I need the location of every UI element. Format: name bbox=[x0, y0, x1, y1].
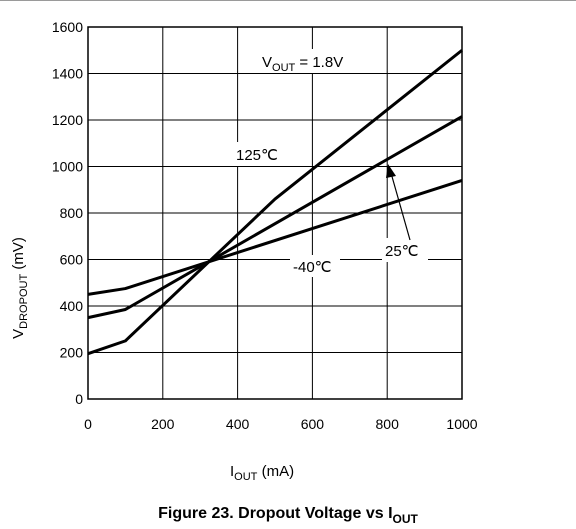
grid bbox=[87, 26, 463, 400]
x-tick-label: 600 bbox=[301, 416, 325, 432]
y-tick-label: 800 bbox=[60, 205, 84, 221]
x-tick-labels: 0 200 400 600 800 1000 bbox=[84, 416, 478, 432]
series-label-minus40: -40℃ bbox=[293, 259, 332, 276]
y-tick-labels: 0 200 400 600 800 1000 1200 1400 1600 bbox=[52, 19, 83, 407]
series-lines bbox=[87, 49, 463, 356]
y-tick-label: 1000 bbox=[52, 159, 83, 175]
figure-caption: Figure 23. Dropout Voltage vs IOUT bbox=[158, 505, 418, 526]
y-tick-label: 400 bbox=[60, 298, 84, 314]
y-tick-label: 1400 bbox=[52, 66, 83, 82]
x-tick-label: 200 bbox=[151, 416, 175, 432]
series-label-25: 25℃ bbox=[385, 243, 419, 260]
y-tick-label: 600 bbox=[60, 252, 84, 268]
y-tick-label: 0 bbox=[75, 391, 83, 407]
series-label-125: 125℃ bbox=[236, 147, 278, 164]
y-tick-label: 1600 bbox=[52, 19, 83, 35]
y-tick-label: 200 bbox=[60, 345, 84, 361]
series-line-0 bbox=[87, 49, 463, 356]
vout-annotation: VOUT = 1.8V bbox=[262, 54, 343, 74]
x-tick-label: 800 bbox=[376, 416, 400, 432]
x-axis-label: IOUT (mA) bbox=[230, 463, 294, 483]
vout-annotation-bg bbox=[254, 49, 380, 73]
x-tick-label: 0 bbox=[84, 416, 92, 432]
arrow-25-shaft bbox=[390, 172, 411, 241]
series-line-1 bbox=[87, 115, 463, 320]
y-tick-label: 1200 bbox=[52, 112, 83, 128]
label-25-bg bbox=[382, 238, 428, 262]
y-axis-label: VDROPOUT (mV) bbox=[10, 237, 30, 339]
top-rule bbox=[0, 0, 576, 1]
x-tick-label: 400 bbox=[226, 416, 250, 432]
label-minus40-bg bbox=[290, 255, 340, 277]
label-125-bg bbox=[232, 142, 282, 166]
plot-frame bbox=[87, 26, 463, 400]
series-line-2 bbox=[87, 179, 463, 296]
x-tick-label: 1000 bbox=[446, 416, 477, 432]
arrow-25-head bbox=[386, 164, 396, 178]
